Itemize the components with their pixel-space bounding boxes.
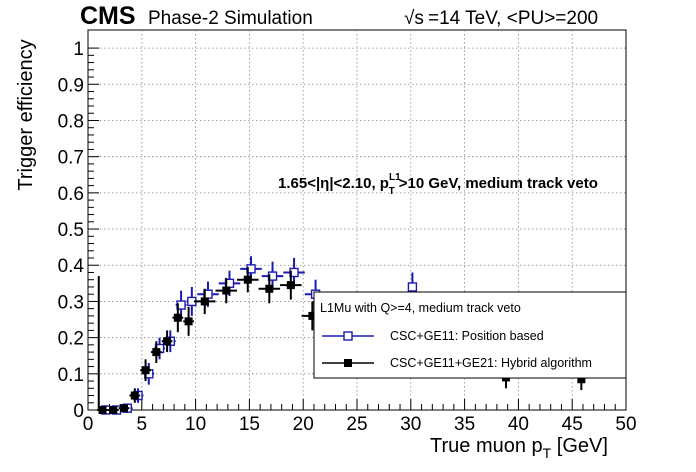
data-point-hybrid	[173, 313, 182, 322]
data-point-hybrid	[109, 406, 118, 414]
y-tick-label: 1	[73, 39, 84, 60]
data-point-hybrid	[184, 317, 193, 326]
data-point-hybrid	[308, 311, 317, 320]
data-point-hybrid	[141, 366, 150, 375]
y-tick-label: 0	[73, 401, 84, 422]
x-tick-label: 25	[346, 414, 367, 435]
y-tick-label: 0.6	[58, 184, 84, 205]
data-point-hybrid	[130, 391, 139, 400]
legend-title: L1Mu with Q>=4, medium track veto	[320, 301, 521, 315]
legend: L1Mu with Q>=4, medium track veto CSC+GE…	[313, 291, 627, 379]
legend-marker-position	[343, 331, 353, 341]
sqrt-s-label: √s	[404, 8, 424, 29]
y-tick-label: 0.4	[58, 256, 85, 277]
data-point-hybrid	[98, 406, 107, 414]
legend-marker-hybrid	[344, 359, 352, 367]
y-tick-label: 0.5	[58, 220, 84, 241]
y-tick-label: 0.7	[58, 148, 84, 169]
plot-area: 0 5 10 15 20 25 30 35 40 45 50 0 0.1 0.2 0.3 0.4 0.5 0.6 0…	[58, 29, 637, 435]
x-tick-label: 45	[562, 414, 583, 435]
y-tick-label: 0.9	[58, 75, 84, 96]
data-point-hybrid	[200, 297, 209, 306]
data-point-position-based	[407, 282, 418, 292]
x-tick-label: 50	[615, 414, 636, 435]
y-tick-label: 0.1	[58, 365, 84, 386]
data-point-hybrid	[286, 281, 295, 290]
x-tick-label: 40	[508, 414, 529, 435]
y-tick-label: 0.2	[58, 329, 84, 350]
x-tick-label: 0	[83, 414, 94, 435]
x-tick-label: 5	[137, 414, 148, 435]
energy-pu-label: =14 TeV, <PU>=200	[428, 8, 598, 29]
data-point-hybrid	[222, 286, 231, 295]
x-tick-label: 35	[454, 414, 475, 435]
cms-label: CMS	[80, 2, 136, 30]
legend-entry-position: CSC+GE11: Position based	[390, 329, 544, 343]
legend-entry-hybrid: CSC+GE11+GE21: Hybrid algorithm	[390, 356, 592, 370]
data-point-hybrid	[577, 375, 586, 384]
y-axis-title: Trigger efficiency	[15, 39, 37, 190]
data-point-hybrid	[265, 284, 274, 293]
data-point-hybrid	[163, 337, 172, 346]
x-axis-title: True muon pT [GeV]	[430, 435, 608, 461]
x-tick-label: 20	[293, 414, 314, 435]
data-point-hybrid	[152, 348, 161, 357]
y-tick-label: 0.8	[58, 111, 84, 132]
data-point-hybrid	[243, 275, 252, 284]
y-tick-label: 0.3	[58, 292, 84, 313]
phase-label: Phase-2 Simulation	[148, 8, 313, 29]
selection-annotation: 1.65<|η|<2.10, pL1 T >10 GeV, medium track…	[278, 172, 598, 197]
x-tick-label: 30	[400, 414, 421, 435]
data-point-hybrid	[120, 404, 129, 413]
x-tick-label: 15	[239, 414, 260, 435]
x-tick-label: 10	[185, 414, 206, 435]
